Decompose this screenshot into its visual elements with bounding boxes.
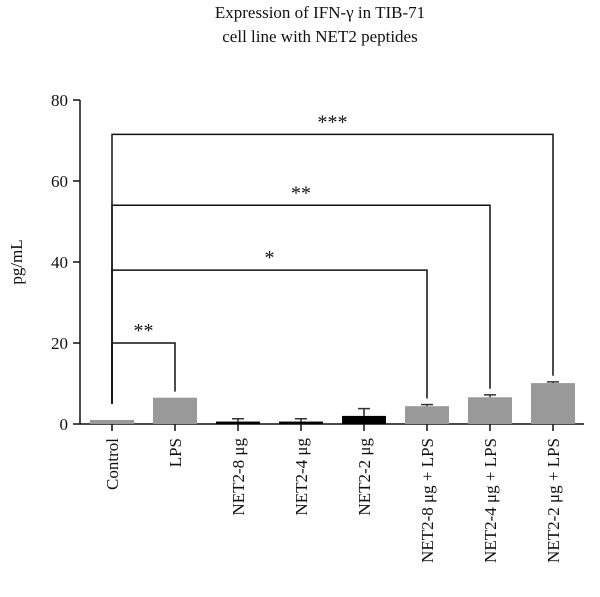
x-category-label: NET2-2 μg xyxy=(355,438,374,516)
significance-label: ** xyxy=(134,320,154,342)
x-category-label: LPS xyxy=(166,438,185,467)
significance-bracket xyxy=(111,133,554,404)
significance-label: ** xyxy=(291,182,311,204)
y-tick-label: 20 xyxy=(51,334,68,353)
y-tick-label: 0 xyxy=(60,415,69,434)
chart-title-line-2: cell line with NET2 peptides xyxy=(222,27,417,46)
x-category-label: NET2-8 μg xyxy=(229,438,248,516)
significance-label: *** xyxy=(318,111,348,133)
significance-bracket xyxy=(111,269,428,404)
bar xyxy=(90,419,134,424)
significance-bracket xyxy=(111,204,491,404)
x-category-label: NET2-4 μg xyxy=(292,438,311,516)
bar xyxy=(153,397,197,424)
significance-bracket xyxy=(111,342,176,404)
bar xyxy=(216,421,260,424)
bar xyxy=(468,397,512,424)
y-axis-title: pg/mL xyxy=(7,239,26,284)
bar xyxy=(531,383,575,424)
significance-label: * xyxy=(265,247,275,269)
plot-area: 0 20 40 60 80 Control LPS NET2-8 μg NET2-4 μg NET… xyxy=(51,91,584,563)
bar xyxy=(279,421,323,424)
x-category-label: NET2-2 μg + LPS xyxy=(544,438,563,563)
x-category-label: NET2-8 μg + LPS xyxy=(418,438,437,563)
y-tick-label: 80 xyxy=(51,91,68,110)
x-category-label: NET2-4 μg + LPS xyxy=(481,438,500,563)
x-category-label: Control xyxy=(103,438,122,490)
bar xyxy=(405,406,449,424)
bar xyxy=(342,415,386,424)
y-tick-label: 40 xyxy=(51,253,68,272)
chart-title-line-1: Expression of IFN-γ in TIB-71 xyxy=(215,3,425,22)
y-tick-label: 60 xyxy=(51,172,68,191)
